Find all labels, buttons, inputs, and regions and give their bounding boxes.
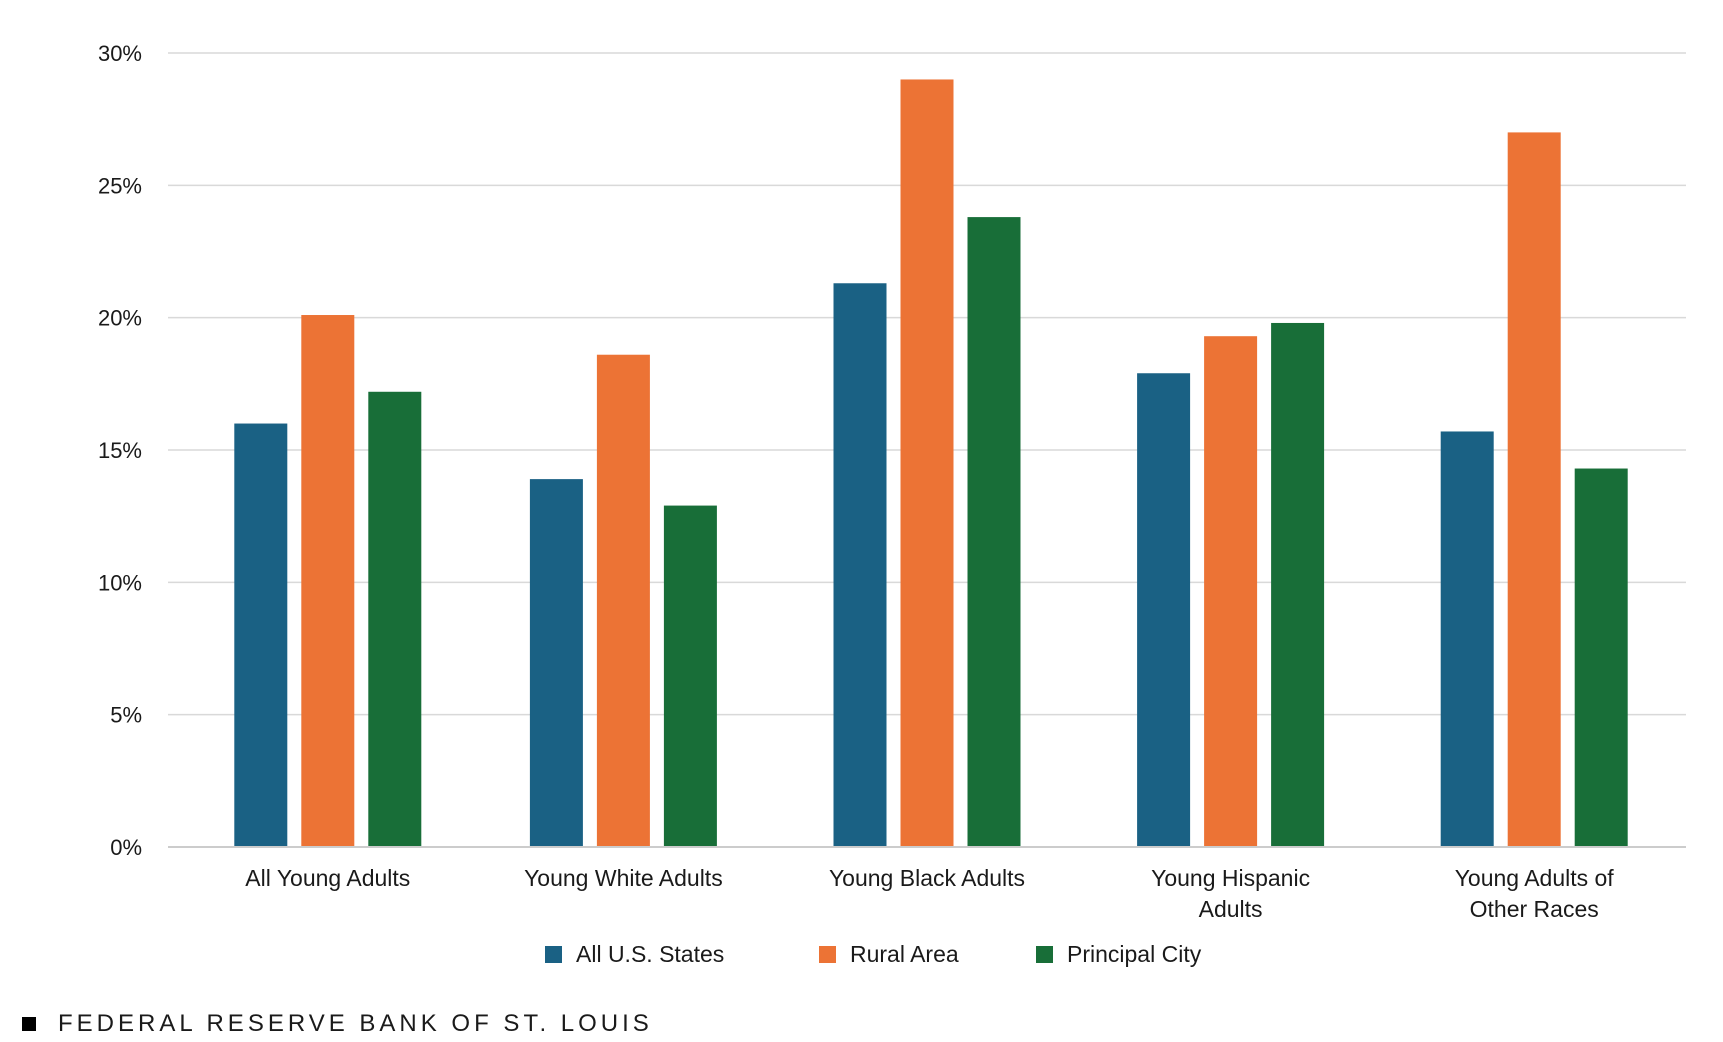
bar: [368, 391, 422, 847]
bar: [663, 505, 717, 847]
y-tick-label: 15%: [98, 438, 142, 463]
bar: [301, 315, 355, 847]
y-tick-label: 25%: [98, 173, 142, 198]
bar: [833, 283, 887, 847]
bars: [234, 79, 1628, 848]
y-tick-label: 20%: [98, 306, 142, 331]
x-category-label: Young Hispanic Adults: [1151, 865, 1310, 922]
bar: [1574, 468, 1628, 847]
x-category-label: All Young Adults: [245, 865, 410, 891]
legend-swatch: [819, 946, 836, 963]
source-text: FEDERAL RESERVE BANK OF ST. LOUIS: [58, 1010, 653, 1037]
legend-label: Rural Area: [850, 941, 959, 967]
bar: [234, 423, 288, 847]
bar: [900, 79, 954, 847]
bar: [1507, 132, 1561, 847]
x-category-label: Young Black Adults: [829, 865, 1025, 891]
y-tick-label: 30%: [98, 41, 142, 66]
legend-label: Principal City: [1067, 941, 1202, 967]
x-category-label: Young Adults of Other Races: [1455, 865, 1615, 922]
y-tick-label: 5%: [110, 703, 142, 728]
legend-swatch: [545, 946, 562, 963]
legend-item: Principal City: [1036, 941, 1202, 967]
x-category-label: Young White Adults: [524, 865, 723, 891]
bar: [596, 354, 650, 847]
source-square-icon: [22, 1017, 36, 1031]
x-axis-category-labels: All Young Adults Young White Adults Young …: [245, 865, 1614, 922]
legend-swatch: [1036, 946, 1053, 963]
bar: [1204, 336, 1258, 847]
footer-source: FEDERAL RESERVE BANK OF ST. LOUIS: [22, 1010, 653, 1038]
legend: All U.S. States Rural Area Principal City: [545, 941, 1202, 967]
bar: [967, 217, 1021, 848]
legend-label: All U.S. States: [576, 941, 724, 967]
y-axis-tick-labels: 0% 5% 10% 15% 20% 25% 30%: [98, 41, 142, 860]
legend-item: All U.S. States: [545, 941, 724, 967]
y-tick-label: 10%: [98, 570, 142, 595]
y-tick-label: 0%: [110, 835, 142, 860]
bar: [529, 479, 583, 847]
bar: [1137, 373, 1191, 847]
bar: [1271, 322, 1325, 848]
bar: [1440, 431, 1494, 847]
legend-item: Rural Area: [819, 941, 959, 967]
